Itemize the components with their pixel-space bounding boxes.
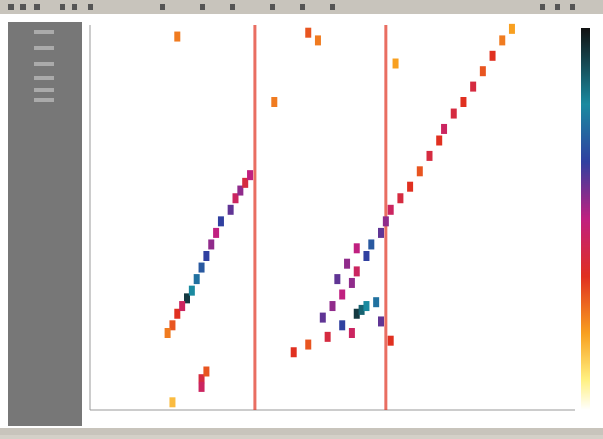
heatmap-cell	[339, 320, 346, 331]
heatmap-cell	[203, 366, 210, 377]
heatmap-cell	[353, 243, 360, 254]
heatmap-cell	[363, 301, 370, 312]
heatmap-cell	[232, 193, 239, 204]
toolbar-icons	[8, 4, 575, 10]
heatmap-cell	[227, 204, 234, 215]
heatmap-cell	[329, 301, 336, 312]
heatmap-cell	[450, 108, 457, 119]
heatmap	[164, 23, 515, 410]
heatmap-cell	[353, 308, 360, 319]
heatmap-cell	[203, 251, 210, 261]
side-buttons[interactable]	[34, 30, 54, 102]
heatmap-cell	[378, 316, 384, 327]
heatmap-cell	[339, 289, 346, 300]
heatmap-cell	[237, 185, 244, 196]
heatmap-cell	[188, 285, 195, 296]
heatmap-cell	[489, 50, 496, 61]
heatmap-cell	[387, 204, 394, 215]
heatmap-cell	[470, 81, 477, 92]
heatmap-cell	[378, 227, 384, 238]
heatmap-cell	[198, 381, 205, 392]
heatmap-cell	[179, 301, 186, 312]
heatmap-cell	[348, 277, 355, 288]
heatmap-cell	[397, 193, 404, 204]
heatmap-cell	[358, 304, 365, 315]
heatmap-cell	[353, 266, 360, 277]
heatmap-cell	[363, 251, 370, 261]
heatmap-cell	[271, 97, 278, 107]
heatmap-cell	[174, 31, 181, 42]
heatmap-cell	[324, 331, 331, 342]
heatmap-cell	[184, 293, 190, 304]
heatmap-cell	[217, 216, 224, 227]
heatmap-cell	[174, 308, 181, 319]
side-panel	[8, 22, 82, 426]
heatmap-cell	[348, 328, 355, 338]
heatmap-cell	[213, 227, 220, 238]
heatmap-cell	[198, 262, 205, 273]
heatmap-cell	[373, 297, 380, 308]
heatmap-cell	[407, 181, 414, 192]
intensity-column	[253, 25, 257, 410]
heatmap-cell	[426, 150, 433, 161]
heatmap-cell	[416, 166, 423, 177]
heatmap-cell	[242, 177, 249, 188]
heatmap-cell	[344, 258, 351, 269]
heatmap-cell	[247, 170, 254, 181]
heatmap-cell	[460, 97, 467, 107]
heatmap-cell	[164, 328, 171, 338]
workspace	[0, 14, 603, 428]
heatmap-cell	[334, 274, 341, 285]
heatmap-cell	[382, 216, 389, 227]
heatmap-cell	[305, 27, 312, 38]
heatmap-cell	[305, 339, 312, 350]
heatmap-cell	[290, 347, 297, 358]
status-bar	[0, 428, 603, 435]
heatmap-cell	[193, 274, 200, 285]
heatmap-cell	[208, 239, 215, 250]
heatmap-cell	[314, 35, 321, 46]
heatmap-cell	[169, 397, 176, 408]
heatmap-cell	[198, 374, 205, 385]
heatmap-cell	[499, 35, 506, 46]
heatmap-cell	[479, 66, 486, 77]
heatmap-cell	[169, 320, 176, 331]
heatmap-cell	[436, 135, 443, 146]
heatmap-cell	[392, 58, 399, 69]
heatmap-cell	[508, 23, 515, 34]
heatmap-cell	[319, 312, 326, 323]
heatmap-cell	[368, 239, 375, 250]
heatmap-cell	[387, 335, 394, 346]
heatmap-cell	[441, 123, 448, 134]
colorbar	[581, 28, 590, 410]
